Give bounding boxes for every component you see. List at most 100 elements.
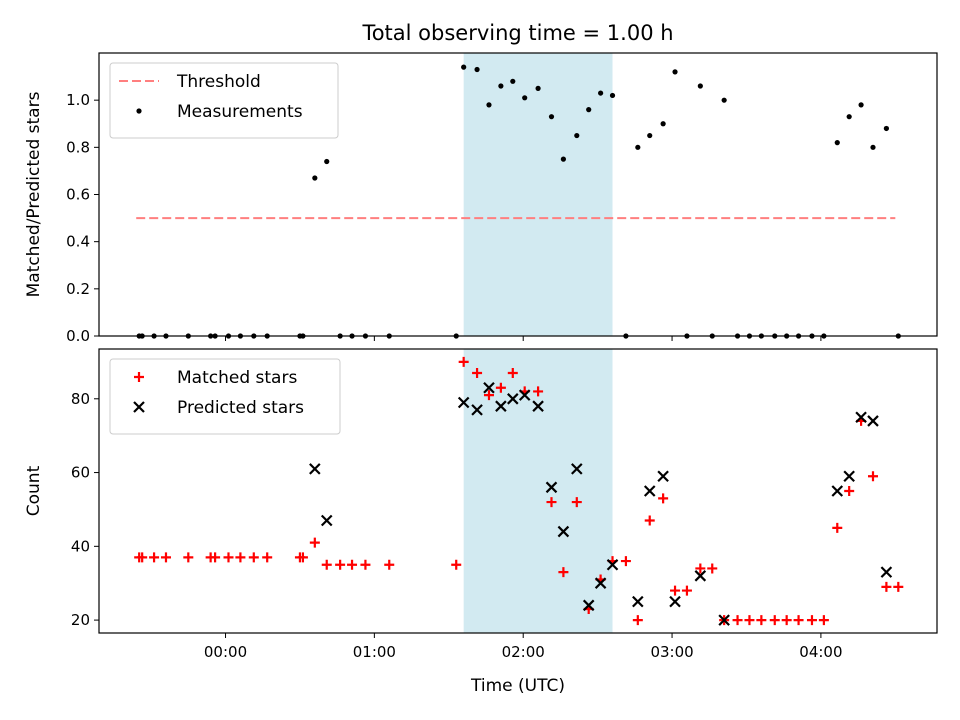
data-point xyxy=(461,64,467,70)
data-point xyxy=(137,552,148,563)
y-axis-label: Count xyxy=(24,465,44,516)
data-point xyxy=(335,559,346,570)
data-point xyxy=(893,581,904,592)
data-point xyxy=(620,556,631,567)
data-point xyxy=(483,390,494,401)
data-point xyxy=(644,515,655,526)
data-point xyxy=(744,615,755,626)
data-point xyxy=(160,552,171,563)
data-point xyxy=(558,567,569,578)
data-point xyxy=(657,470,669,483)
data-point xyxy=(360,559,371,570)
data-point xyxy=(586,107,592,113)
legend-label: Matched stars xyxy=(177,368,297,388)
data-point xyxy=(557,525,570,538)
y-tick-label: 0.4 xyxy=(66,233,90,251)
data-point xyxy=(495,382,506,393)
data-point xyxy=(522,95,528,101)
data-point xyxy=(474,66,480,73)
data-point xyxy=(532,400,544,412)
legend-entry: Threshold xyxy=(119,72,261,92)
data-point xyxy=(495,400,507,412)
legend-label: Predicted stars xyxy=(177,398,304,418)
data-point xyxy=(574,132,580,139)
data-point xyxy=(545,481,558,494)
data-point xyxy=(643,485,656,497)
data-point xyxy=(883,125,889,132)
legend-swatch xyxy=(133,401,145,413)
data-point xyxy=(858,102,864,108)
data-point xyxy=(472,367,483,378)
data-point xyxy=(632,615,643,626)
data-point xyxy=(183,552,194,563)
y-tick-label: 0.2 xyxy=(66,280,90,298)
legend-entry: Predicted stars xyxy=(133,398,304,418)
data-point xyxy=(632,595,644,608)
data-point xyxy=(235,552,246,563)
data-point xyxy=(458,356,469,367)
data-point xyxy=(793,615,804,626)
y-tick-label: 1.0 xyxy=(66,91,90,109)
data-point xyxy=(606,558,619,571)
data-point xyxy=(483,381,495,394)
data-point xyxy=(818,615,829,626)
x-axis-label: Time (UTC) xyxy=(470,676,565,696)
data-point xyxy=(571,497,582,508)
y-tick-label: 0.6 xyxy=(66,186,90,204)
data-point xyxy=(533,386,544,397)
data-point xyxy=(681,585,692,596)
data-point xyxy=(309,537,320,548)
data-point xyxy=(510,78,516,84)
legend-box xyxy=(109,358,341,435)
series-predicted-stars xyxy=(309,381,893,626)
legend: Matched stars Predicted stars xyxy=(109,358,341,435)
observing-span xyxy=(463,53,613,336)
legend-entry: Measurements xyxy=(136,102,303,122)
data-point xyxy=(571,463,583,475)
data-point xyxy=(756,615,767,626)
data-point xyxy=(312,175,318,181)
data-point xyxy=(507,393,519,405)
data-point xyxy=(660,121,666,127)
y-tick-label: 0.8 xyxy=(66,138,90,156)
data-point xyxy=(248,552,259,563)
figure-title: Total observing time = 1.00 h xyxy=(361,21,673,45)
data-point xyxy=(694,570,707,582)
x-tick-label: 02:00 xyxy=(502,643,545,661)
data-point xyxy=(867,415,879,427)
data-point xyxy=(843,470,855,483)
data-point xyxy=(831,485,844,497)
data-point xyxy=(507,367,518,378)
data-point xyxy=(324,158,330,165)
data-point xyxy=(647,132,653,139)
data-point xyxy=(832,522,843,533)
legend-swatch xyxy=(134,372,144,382)
data-point xyxy=(881,581,892,592)
data-point xyxy=(707,563,718,574)
axes-frame xyxy=(98,348,938,634)
data-point xyxy=(321,559,332,570)
data-point xyxy=(518,389,531,401)
data-point xyxy=(834,140,840,146)
data-point xyxy=(658,493,669,504)
data-point xyxy=(582,599,595,612)
x-tick-label: 03:00 xyxy=(650,643,693,661)
data-point xyxy=(451,559,462,570)
data-point xyxy=(223,552,234,563)
data-point xyxy=(320,514,333,527)
data-point xyxy=(535,85,541,91)
data-point xyxy=(309,463,321,475)
legend: Threshold Measurements xyxy=(109,62,339,139)
data-point xyxy=(781,615,792,626)
data-point xyxy=(471,404,483,416)
x-tick-label: 01:00 xyxy=(353,643,396,661)
data-point xyxy=(297,552,308,563)
y-axis-label: Matched/Predicted stars xyxy=(24,91,44,297)
y-tick-label: 80 xyxy=(71,390,90,408)
data-point xyxy=(609,92,616,99)
legend-label: Threshold xyxy=(176,72,261,92)
data-point xyxy=(670,585,681,596)
data-point xyxy=(870,144,876,150)
data-point xyxy=(718,614,730,626)
data-point xyxy=(594,577,607,589)
